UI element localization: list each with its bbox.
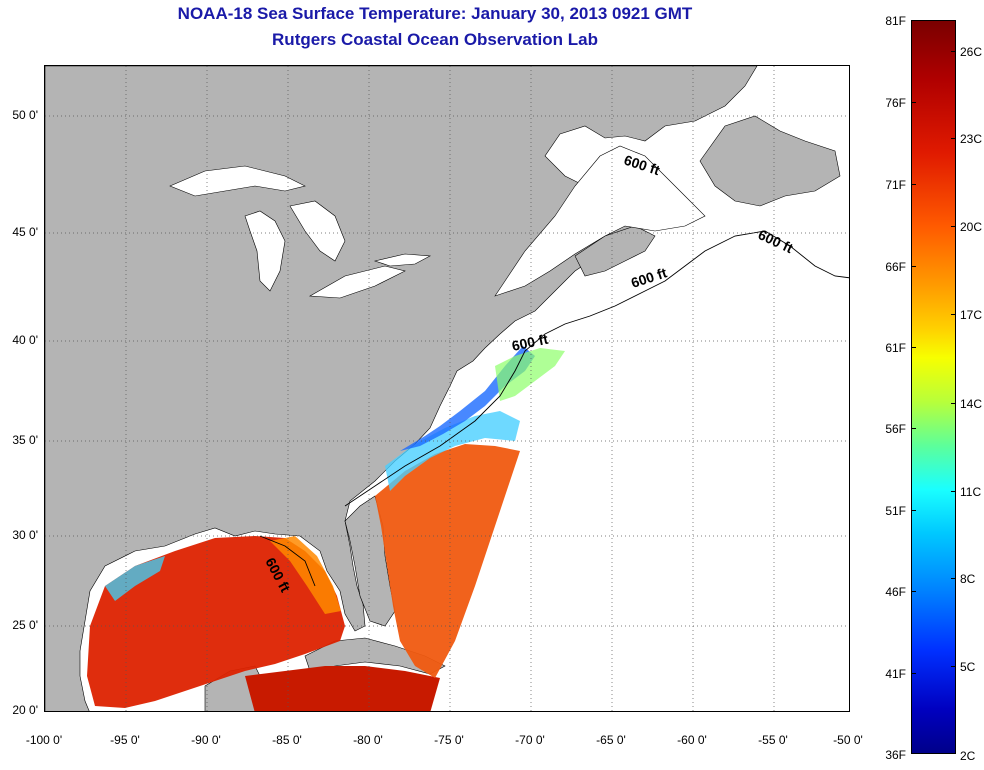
- colorbar-c-label: 26C: [960, 45, 983, 59]
- temperature-colorbar: [911, 20, 956, 754]
- colorbar-tick: [951, 51, 956, 52]
- colorbar-c-label: 2C: [960, 749, 976, 763]
- lat-label-35: 35 0': [12, 433, 38, 447]
- colorbar-tick: [951, 578, 956, 579]
- lat-label-30: 30 0': [12, 528, 38, 542]
- contour-label-2: 600 ft: [756, 226, 796, 256]
- chart-subtitle: Rutgers Coastal Ocean Observation Lab: [272, 30, 598, 49]
- colorbar-c-label: 8C: [960, 572, 976, 586]
- colorbar-f-label: 56F: [885, 422, 906, 436]
- colorbar-c-label: 14C: [960, 397, 983, 411]
- colorbar-tick: [911, 184, 916, 185]
- colorbar-tick: [911, 347, 916, 348]
- lon-label-65: -65 0': [596, 733, 626, 747]
- lon-label-100: -100 0': [25, 733, 63, 747]
- colorbar-c-label: 11C: [960, 485, 982, 499]
- lat-label-50: 50 0': [12, 108, 38, 122]
- sst-gulf-coast-cool: [105, 556, 165, 601]
- lat-label-25: 25 0': [12, 618, 38, 632]
- sst-caribbean-warm: [245, 666, 440, 711]
- lon-label-75: -75 0': [434, 733, 464, 747]
- contour-label-3: 600 ft: [629, 264, 669, 291]
- colorbar-f-label: 46F: [885, 585, 906, 599]
- lat-label-40: 40 0': [12, 333, 38, 347]
- colorbar-tick: [911, 591, 916, 592]
- lake-erie-ontario: [308, 253, 432, 299]
- colorbar-c-label: 5C: [960, 660, 976, 674]
- colorbar-f-label: 66F: [885, 260, 906, 274]
- land-newfoundland: [699, 115, 841, 207]
- lat-label-45: 45 0': [12, 225, 38, 239]
- contour-label-4: 600 ft: [510, 331, 549, 354]
- land-nova-scotia: [574, 225, 656, 277]
- colorbar-f-label: 51F: [885, 504, 906, 518]
- colorbar-tick: [951, 403, 956, 404]
- lake-superior: [169, 165, 306, 197]
- colorbar-f-label: 36F: [885, 748, 906, 762]
- sst-gulf-warm: [87, 536, 345, 708]
- lon-label-95: -95 0': [110, 733, 140, 747]
- colorbar-tick: [951, 666, 956, 667]
- colorbar-tick: [951, 491, 956, 492]
- colorbar-f-label: 71F: [885, 178, 906, 192]
- colorbar-c-label: 17C: [960, 308, 983, 322]
- lon-label-50: -50 0': [833, 733, 863, 747]
- sst-atlantic-cool: [385, 411, 520, 491]
- lon-label-90: -90 0': [191, 733, 221, 747]
- lon-label-55: -55 0': [758, 733, 788, 747]
- colorbar-tick: [911, 102, 916, 103]
- st-lawrence-gulf: [494, 145, 706, 297]
- lon-label-85: -85 0': [272, 733, 302, 747]
- colorbar-f-label: 41F: [885, 667, 906, 681]
- lake-michigan-huron: [244, 200, 346, 292]
- colorbar-tick: [951, 138, 956, 139]
- chart-title: NOAA-18 Sea Surface Temperature: January…: [177, 4, 693, 23]
- contour-600ft: [259, 230, 849, 587]
- lon-label-80: -80 0': [353, 733, 383, 747]
- colorbar-f-label: 81F: [885, 14, 906, 28]
- colorbar-tick: [911, 673, 916, 674]
- lat-label-20: 20 0': [12, 703, 38, 717]
- sst-gulf-orange: [270, 536, 341, 614]
- lon-label-70: -70 0': [515, 733, 545, 747]
- lon-label-60: -60 0': [677, 733, 707, 747]
- colorbar-tick: [911, 266, 916, 267]
- colorbar-f-label: 61F: [885, 341, 906, 355]
- sst-shelf-green: [495, 348, 565, 401]
- sst-map[interactable]: 600 ft 600 ft 600 ft 600 ft 600 ft: [44, 65, 850, 712]
- map-canvas: 600 ft 600 ft 600 ft 600 ft 600 ft: [45, 66, 849, 711]
- colorbar-tick: [911, 510, 916, 511]
- colorbar-f-label: 76F: [885, 96, 906, 110]
- colorbar-tick: [911, 428, 916, 429]
- sst-atlantic-warm: [375, 444, 520, 678]
- colorbar-c-label: 20C: [960, 220, 983, 234]
- colorbar-tick: [951, 314, 956, 315]
- colorbar-c-label: 23C: [960, 132, 983, 146]
- colorbar-tick: [951, 226, 956, 227]
